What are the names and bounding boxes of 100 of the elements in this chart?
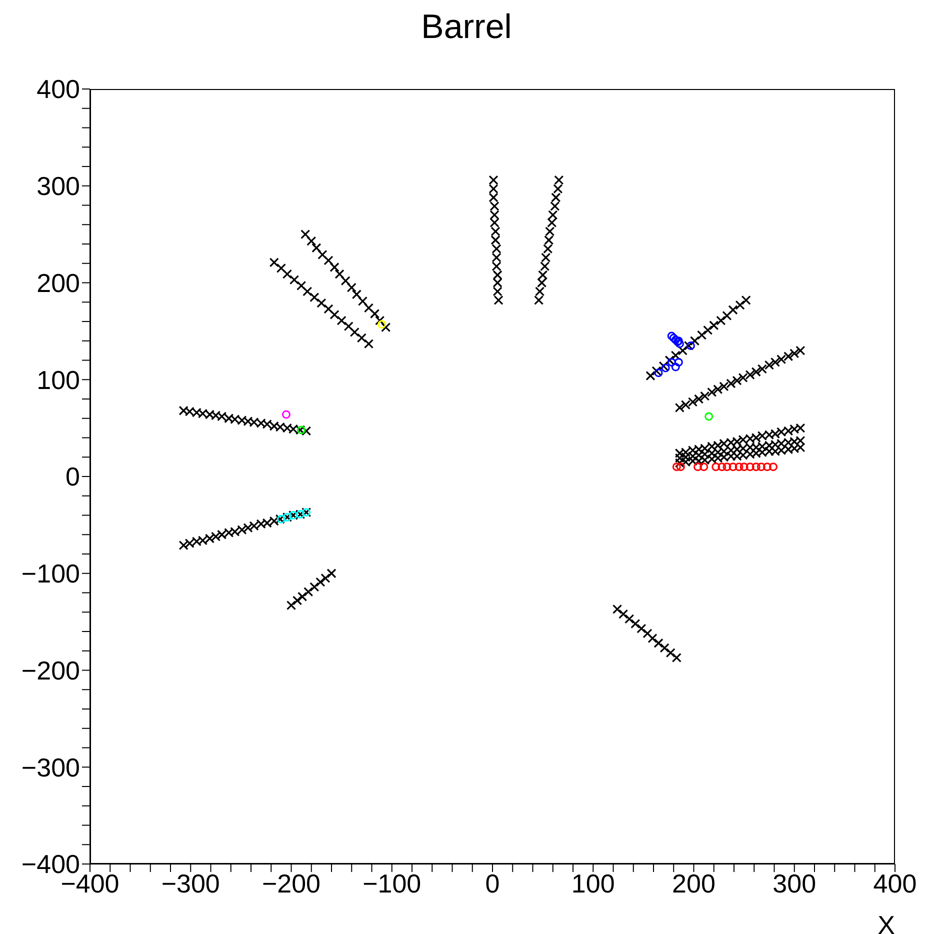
- point: [316, 577, 326, 587]
- point: [541, 252, 551, 262]
- y-tick-label: 300: [36, 171, 80, 202]
- point: [676, 462, 685, 472]
- point: [346, 282, 356, 292]
- point: [690, 336, 700, 346]
- point: [741, 295, 751, 305]
- point: [534, 295, 544, 305]
- point: [674, 358, 683, 366]
- point: [746, 462, 754, 472]
- point: [276, 263, 286, 274]
- point: [712, 462, 720, 472]
- x-tick-label: 100: [571, 868, 615, 898]
- point: [292, 596, 302, 606]
- point: [300, 230, 310, 240]
- point: [344, 322, 354, 332]
- point: [716, 316, 726, 326]
- point: [492, 270, 502, 280]
- point: [492, 278, 502, 288]
- point: [375, 316, 385, 326]
- point: [636, 624, 646, 634]
- point: [548, 210, 558, 220]
- point: [686, 341, 695, 350]
- point: [381, 322, 391, 332]
- point: [320, 573, 330, 584]
- point: [667, 358, 676, 366]
- point: [722, 462, 732, 472]
- point: [652, 366, 662, 376]
- point: [666, 648, 676, 658]
- point: [490, 218, 500, 228]
- point: [330, 310, 340, 320]
- point: [488, 192, 498, 202]
- point: [545, 226, 555, 236]
- point: [286, 600, 296, 610]
- point: [762, 462, 772, 472]
- point: [735, 300, 745, 310]
- y-tick-label: 400: [36, 74, 80, 104]
- point: [282, 410, 290, 419]
- point: [624, 614, 634, 624]
- point: [324, 256, 334, 266]
- point: [304, 586, 314, 597]
- point: [684, 340, 694, 351]
- point: [709, 320, 719, 330]
- point: [358, 296, 368, 306]
- x-tick-label: 400: [873, 868, 917, 898]
- point: [306, 236, 316, 246]
- point: [667, 332, 676, 340]
- point: [550, 201, 560, 212]
- point: [553, 184, 563, 194]
- point: [296, 280, 306, 290]
- y-tick-label: −100: [21, 558, 80, 589]
- point: [658, 361, 668, 371]
- point: [312, 243, 322, 253]
- point: [324, 304, 334, 314]
- point: [330, 262, 340, 272]
- point: [492, 244, 502, 254]
- point: [352, 290, 362, 300]
- point: [756, 462, 766, 472]
- point: [671, 362, 680, 372]
- point: [370, 308, 380, 319]
- point: [654, 368, 663, 378]
- x-tick-label: 300: [772, 868, 816, 898]
- point: [378, 320, 386, 329]
- point: [728, 305, 738, 315]
- point: [648, 633, 658, 644]
- x-tick-label: −200: [262, 868, 321, 898]
- point: [718, 462, 726, 472]
- point: [302, 286, 312, 296]
- x-tick-label: 200: [672, 868, 716, 898]
- point: [642, 628, 652, 638]
- point: [678, 346, 688, 356]
- point: [672, 462, 681, 472]
- point: [364, 303, 374, 313]
- point: [654, 638, 664, 648]
- chart-title: Barrel: [420, 8, 513, 47]
- point: [768, 462, 778, 472]
- point: [670, 350, 680, 360]
- point: [298, 592, 308, 602]
- y-tick-label: 200: [36, 268, 80, 298]
- point: [356, 333, 366, 343]
- point: [630, 618, 640, 629]
- point: [697, 330, 707, 340]
- x-tick-label: −300: [161, 868, 220, 898]
- point: [492, 261, 502, 272]
- point: [554, 175, 564, 185]
- point: [310, 582, 320, 592]
- point: [490, 201, 500, 212]
- point: [703, 325, 713, 336]
- point: [618, 609, 628, 619]
- point: [734, 462, 744, 472]
- point: [494, 295, 504, 305]
- point: [490, 226, 500, 236]
- point: [538, 270, 548, 280]
- point: [700, 462, 708, 472]
- point: [282, 269, 292, 279]
- point: [488, 175, 498, 185]
- point: [612, 604, 622, 614]
- point: [728, 462, 738, 472]
- point: [675, 340, 684, 348]
- y-tick-label: 100: [36, 364, 80, 395]
